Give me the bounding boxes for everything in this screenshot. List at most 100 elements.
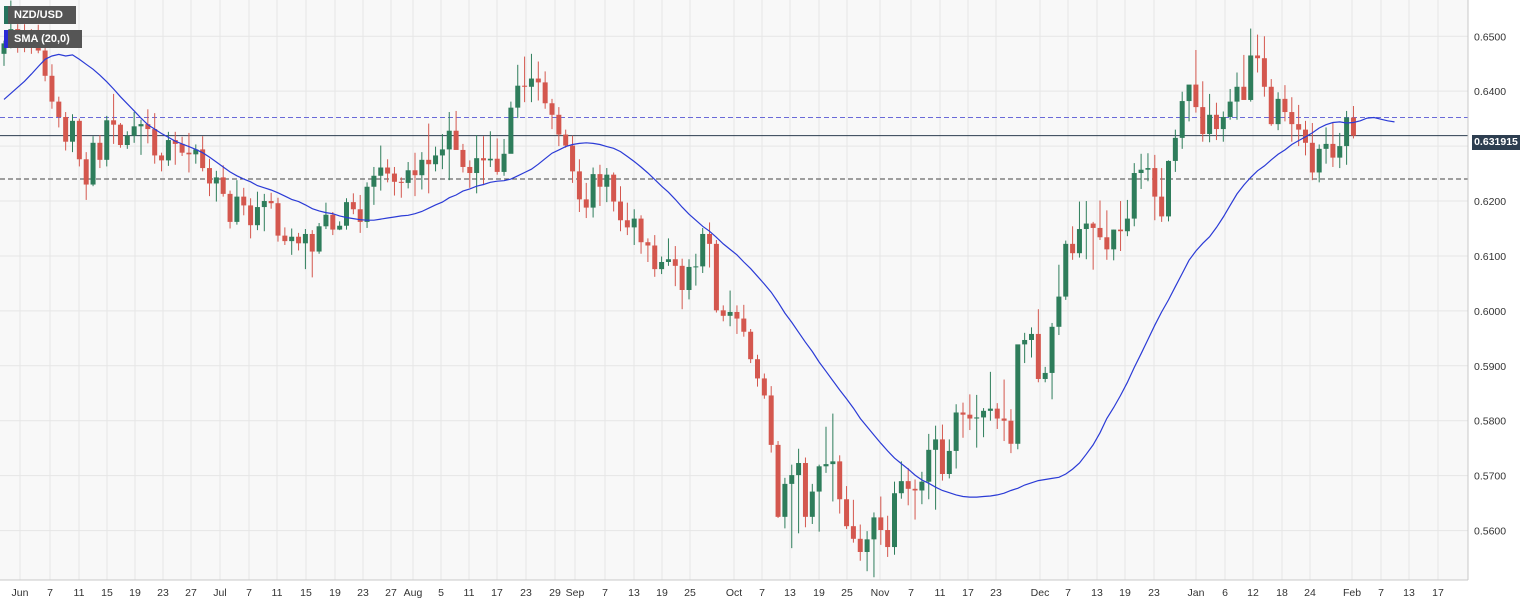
candle-body [337, 225, 343, 230]
candle-body [775, 444, 781, 517]
x-tick-label: Sep [566, 587, 585, 599]
candle-body [857, 538, 863, 552]
candle-body [1138, 169, 1144, 174]
candle-body [1076, 229, 1082, 254]
candle-body [864, 539, 870, 552]
candle-body [398, 181, 404, 183]
legend-symbol[interactable]: NZD/USD [4, 6, 76, 24]
candle-body [83, 159, 89, 185]
candle-body [1296, 124, 1302, 130]
candle-body [1063, 243, 1069, 297]
candle-body [946, 450, 952, 474]
candle-body [97, 142, 103, 160]
candle-body [275, 203, 281, 236]
candle-body [727, 311, 733, 316]
candle-body [816, 466, 822, 492]
x-tick-label: Jan [1188, 587, 1205, 599]
candle-body [919, 481, 925, 491]
candle-body [604, 174, 610, 187]
candle-body [974, 417, 980, 419]
x-tick-label: Feb [1343, 587, 1361, 599]
candle-body [1179, 101, 1185, 138]
x-tick-label: 11 [464, 587, 475, 599]
candlesticks [1, 0, 1356, 578]
candle-body [885, 530, 891, 548]
candle-body [1234, 86, 1240, 102]
y-tick-label: 0.6500 [1474, 31, 1506, 43]
x-tick-label: 27 [385, 587, 397, 599]
candle-body [1070, 243, 1076, 254]
candle-body [1159, 196, 1165, 217]
candle-body [213, 177, 219, 184]
candle-body [357, 209, 363, 222]
candle-body [385, 167, 391, 174]
x-tick-label: 29 [549, 587, 561, 599]
candle-body [296, 236, 302, 244]
candle-body [809, 491, 815, 517]
candle-body [837, 461, 843, 500]
candle-body [344, 202, 349, 226]
candle-body [241, 196, 247, 206]
candle-body [111, 120, 117, 125]
candle-body [720, 310, 726, 316]
candle-body [926, 449, 932, 482]
x-tick-label: 7 [908, 587, 914, 599]
x-tick-label: 5 [438, 587, 444, 599]
x-tick-label: 23 [990, 587, 1002, 599]
candle-body [1008, 420, 1014, 444]
candle-body [131, 126, 137, 136]
candle-body [460, 149, 466, 167]
x-axis: Jun 7 11 15 19 23 27 Jul 7 11 15 19 23 27 Aug 5 11 17 23 29… [12, 587, 1444, 599]
legend-symbol-swatch [4, 6, 8, 24]
candle-body [1118, 229, 1124, 232]
candle-body [981, 410, 987, 418]
candle-body [871, 517, 877, 540]
candle-body [467, 166, 473, 174]
y-axis: 0.65000.64000.63000.62000.61000.60000.59… [1474, 31, 1506, 537]
candle-body [172, 140, 178, 144]
x-tick-label: Jul [213, 587, 226, 599]
x-tick-label: 6 [1222, 587, 1228, 599]
x-tick-label: 24 [1304, 587, 1316, 599]
candle-body [1207, 114, 1213, 135]
candle-body [1152, 168, 1158, 197]
candle-body [42, 50, 48, 76]
candle-body [830, 461, 836, 465]
candle-body [453, 130, 459, 150]
candle-body [563, 134, 569, 146]
candle-body [768, 395, 774, 445]
candle-body [1220, 116, 1226, 130]
candle-body [761, 378, 767, 396]
candle-body [412, 170, 418, 176]
candle-body [960, 412, 966, 415]
candle-body [1145, 168, 1151, 170]
candle-body [1015, 344, 1021, 444]
x-tick-label: 7 [47, 587, 53, 599]
candle-body [939, 439, 945, 474]
candle-body [583, 199, 589, 208]
x-tick-label: 13 [784, 587, 796, 599]
candle-body [391, 173, 397, 182]
candle-body [624, 220, 630, 228]
candle-body [802, 463, 808, 517]
candle-body [953, 412, 959, 451]
candle-body [782, 483, 788, 517]
legend-indicator[interactable]: SMA (20,0) [4, 30, 82, 48]
candle-body [145, 124, 151, 130]
candle-body [734, 311, 740, 319]
x-tick-label: 13 [1403, 587, 1415, 599]
x-tick-label: Jun [12, 587, 29, 599]
candle-body [1104, 237, 1110, 250]
candle-body [261, 201, 267, 208]
candle-body [179, 143, 185, 153]
candle-body [912, 488, 918, 491]
candle-body [1200, 107, 1206, 135]
candle-body [371, 175, 377, 187]
legend-indicator-swatch [4, 30, 8, 48]
candle-body [104, 120, 110, 160]
candle-body [638, 218, 644, 243]
candle-body [987, 408, 993, 411]
candle-body [823, 464, 829, 467]
x-tick-label: 7 [759, 587, 765, 599]
